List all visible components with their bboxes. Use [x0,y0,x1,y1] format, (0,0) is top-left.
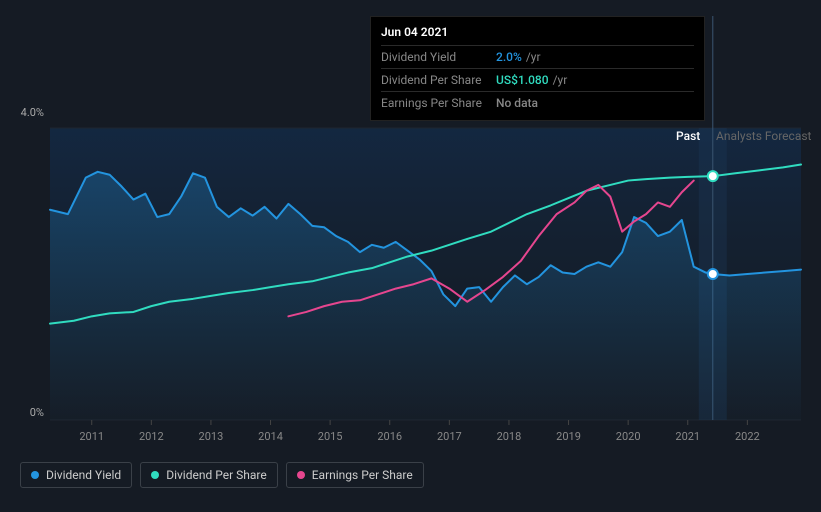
tooltip-row-unit: /yr [553,73,568,87]
tooltip-row-unit: /yr [526,50,541,64]
period-forecast-label: Analysts Forecast [716,129,811,143]
x-tick-label: 2021 [675,430,700,443]
tooltip-date: Jun 04 2021 [381,25,694,45]
x-tick-label: 2022 [735,430,760,443]
period-past-label: Past [676,129,700,143]
y-tick-min: 0% [16,406,44,419]
x-tick-label: 2017 [437,430,462,443]
chart-tooltip: Jun 04 2021 Dividend Yield2.0%/yrDividen… [370,16,705,121]
tooltip-row-label: Dividend Yield [381,50,496,64]
legend-label: Dividend Yield [46,468,121,482]
legend-dot-icon [151,471,159,479]
x-tick-label: 2018 [497,430,522,443]
x-tick-label: 2016 [377,430,402,443]
tooltip-row: Dividend Yield2.0% /yr [381,45,694,68]
tooltip-row-value: No data [496,96,538,110]
tooltip-row-value: 2.0% [496,50,522,64]
y-tick-max: 4.0% [16,106,44,119]
legend-label: Earnings Per Share [312,468,413,482]
legend-dot-icon [31,471,39,479]
tooltip-row-label: Dividend Per Share [381,73,496,87]
x-tick-label: 2013 [199,430,224,443]
legend-item-dividend-per-share[interactable]: Dividend Per Share [140,462,278,488]
tooltip-row: Dividend Per ShareUS$1.080/yr [381,68,694,91]
tooltip-row-label: Earnings Per Share [381,96,496,110]
chart-legend: Dividend Yield Dividend Per Share Earnin… [20,462,424,488]
legend-label: Dividend Per Share [166,468,267,482]
x-tick-label: 2014 [258,430,283,443]
tooltip-row: Earnings Per ShareNo data [381,91,694,114]
tooltip-row-value: US$1.080 [496,73,549,87]
legend-dot-icon [297,471,305,479]
x-tick-label: 2011 [79,430,104,443]
legend-item-earnings-per-share[interactable]: Earnings Per Share [286,462,424,488]
x-tick-label: 2020 [616,430,641,443]
x-tick-label: 2012 [139,430,164,443]
x-tick-label: 2019 [556,430,581,443]
legend-item-dividend-yield[interactable]: Dividend Yield [20,462,132,488]
x-tick-label: 2015 [318,430,343,443]
